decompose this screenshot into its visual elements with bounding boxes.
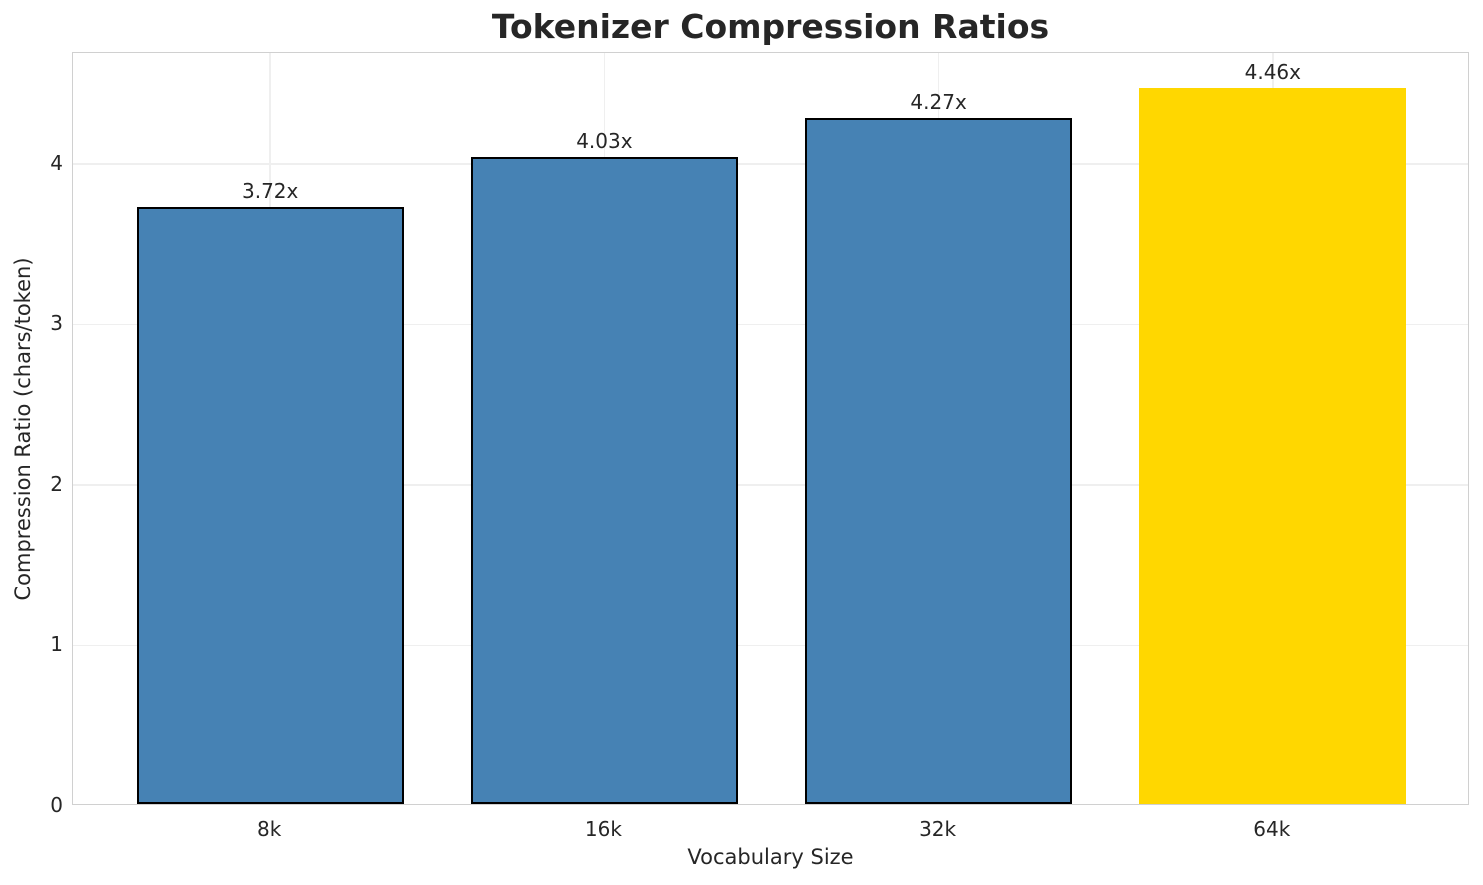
- bar-16k: [470, 156, 739, 804]
- gridline-horizontal: [73, 644, 1468, 647]
- gridline-horizontal: [73, 323, 1468, 326]
- y-tick-label: 0: [50, 793, 63, 817]
- x-tick-label: 64k: [1253, 817, 1291, 841]
- y-tick-label: 3: [50, 311, 63, 336]
- x-tick-label: 8k: [257, 817, 282, 841]
- x-tick-label: 16k: [584, 817, 622, 841]
- chart-title: Tokenizer Compression Ratios: [491, 7, 1050, 46]
- plot-area: 3.72x 4.03x 4.27x 4.46x: [72, 52, 1469, 805]
- x-tick-label: 32k: [919, 817, 957, 841]
- bar-value-label: 4.27x: [910, 90, 967, 115]
- gridline-horizontal: [73, 163, 1468, 165]
- x-axis-label: Vocabulary Size: [687, 845, 854, 869]
- y-tick-label: 1: [50, 632, 63, 657]
- y-tick-label: 2: [50, 471, 63, 496]
- bar-64k: [1139, 87, 1407, 804]
- gridline-horizontal: [73, 484, 1468, 486]
- bar-value-label: 4.03x: [576, 128, 633, 153]
- bar-value-label: 3.72x: [241, 178, 299, 203]
- bar-32k: [804, 118, 1073, 804]
- y-axis-label: Compression Ratio (chars/token): [11, 257, 35, 601]
- bar-value-label: 4.46x: [1244, 59, 1301, 84]
- y-tick-label: 4: [50, 150, 63, 175]
- bar-8k: [136, 206, 404, 804]
